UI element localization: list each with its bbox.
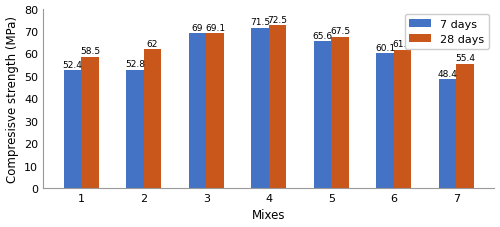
Y-axis label: Compresisve strength (MPa): Compresisve strength (MPa) <box>6 16 18 182</box>
Bar <box>269 26 286 188</box>
Bar <box>332 37 349 188</box>
Bar <box>188 34 206 188</box>
Text: 58.5: 58.5 <box>80 47 100 56</box>
Text: 52.4: 52.4 <box>62 61 82 70</box>
Text: 67.5: 67.5 <box>330 27 350 36</box>
Legend: 7 days, 28 days: 7 days, 28 days <box>405 15 489 49</box>
Text: 71.5: 71.5 <box>250 18 270 27</box>
Bar <box>126 70 144 188</box>
Text: 65.6: 65.6 <box>312 31 332 40</box>
Text: 48.4: 48.4 <box>438 70 458 79</box>
Text: 52.8: 52.8 <box>125 60 145 69</box>
Text: 62: 62 <box>146 39 158 48</box>
Text: 60.1: 60.1 <box>375 44 395 53</box>
Bar <box>456 64 474 188</box>
Text: 69.1: 69.1 <box>205 24 225 32</box>
Bar <box>144 50 161 188</box>
Bar <box>252 29 269 188</box>
Text: 61.6: 61.6 <box>392 40 412 49</box>
Text: 55.4: 55.4 <box>455 54 475 63</box>
Text: 69: 69 <box>192 24 203 33</box>
Text: 72.5: 72.5 <box>268 16 287 25</box>
X-axis label: Mixes: Mixes <box>252 209 286 222</box>
Bar <box>376 54 394 188</box>
Bar <box>81 57 98 188</box>
Bar <box>314 42 332 188</box>
Bar <box>394 51 411 188</box>
Bar <box>64 71 81 188</box>
Bar <box>439 80 456 188</box>
Bar <box>206 34 224 188</box>
